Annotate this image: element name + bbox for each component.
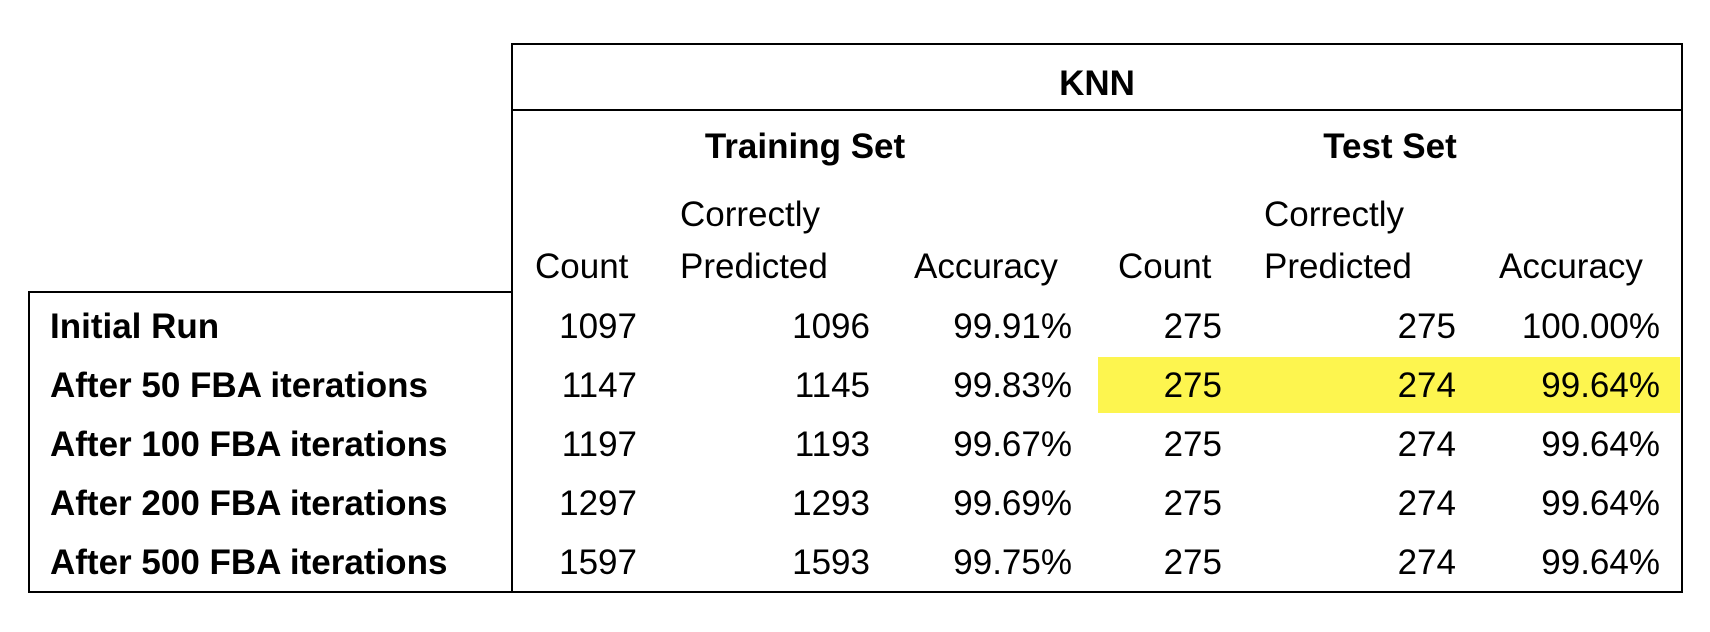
table-cell: 1145	[794, 366, 870, 405]
table-cell: 275	[1163, 425, 1222, 464]
table-cell: 274	[1397, 543, 1456, 582]
row-label: After 200 FBA iterations	[50, 484, 448, 523]
table-cell: 1297	[559, 484, 637, 523]
table-cell: 99.91%	[953, 307, 1072, 346]
col-header-test-accuracy: Accuracy	[1499, 247, 1643, 286]
table-cell: 99.75%	[953, 543, 1072, 582]
col-header-test-correct-top: Correctly	[1264, 195, 1405, 234]
table-cell: 274	[1397, 484, 1456, 523]
title-divider	[511, 109, 1683, 111]
col-header-count: Count	[535, 247, 629, 286]
table-cell: 1193	[794, 425, 870, 464]
group-header-training: Training Set	[704, 127, 906, 166]
table-cell: 1293	[792, 484, 870, 523]
row-label: After 100 FBA iterations	[50, 425, 448, 464]
table-cell: 275	[1163, 484, 1222, 523]
table-cell: 100.00%	[1521, 307, 1660, 346]
table-cell: 1593	[792, 543, 870, 582]
table-cell: 1096	[792, 307, 870, 346]
table-cell: 99.64%	[1541, 425, 1660, 464]
table-cell: 275	[1163, 307, 1222, 346]
col-header-test-count: Count	[1118, 247, 1212, 286]
highlight-cell-band	[1098, 357, 1680, 413]
col-header-correct-top: Correctly	[680, 195, 821, 234]
col-header-test-correct: Predicted	[1264, 247, 1412, 286]
table-cell: 274	[1397, 425, 1456, 464]
group-header-test: Test Set	[1323, 127, 1457, 166]
row-label: Initial Run	[50, 307, 220, 346]
table-cell: 274	[1397, 366, 1456, 405]
table-cell: 1097	[559, 307, 637, 346]
table-cell: 1597	[559, 543, 637, 582]
table-cell: 99.69%	[953, 484, 1072, 523]
col-header-accuracy: Accuracy	[914, 247, 1058, 286]
table-title: KNN	[1059, 64, 1135, 103]
table-cell: 1147	[561, 366, 637, 405]
table-cell: 99.67%	[953, 425, 1072, 464]
row-label: After 50 FBA iterations	[50, 366, 428, 405]
table-cell: 99.64%	[1541, 366, 1660, 405]
table-cell: 99.64%	[1541, 543, 1660, 582]
row-label: After 500 FBA iterations	[50, 543, 448, 582]
table-cell: 99.83%	[953, 366, 1072, 405]
table-cell: 275	[1397, 307, 1456, 346]
table-cell: 99.64%	[1541, 484, 1660, 523]
table-cell: 275	[1163, 543, 1222, 582]
table-cell: 1197	[561, 425, 637, 464]
col-header-correct: Predicted	[680, 247, 828, 286]
rowlabel-frame	[28, 291, 513, 593]
table-cell: 275	[1163, 366, 1222, 405]
